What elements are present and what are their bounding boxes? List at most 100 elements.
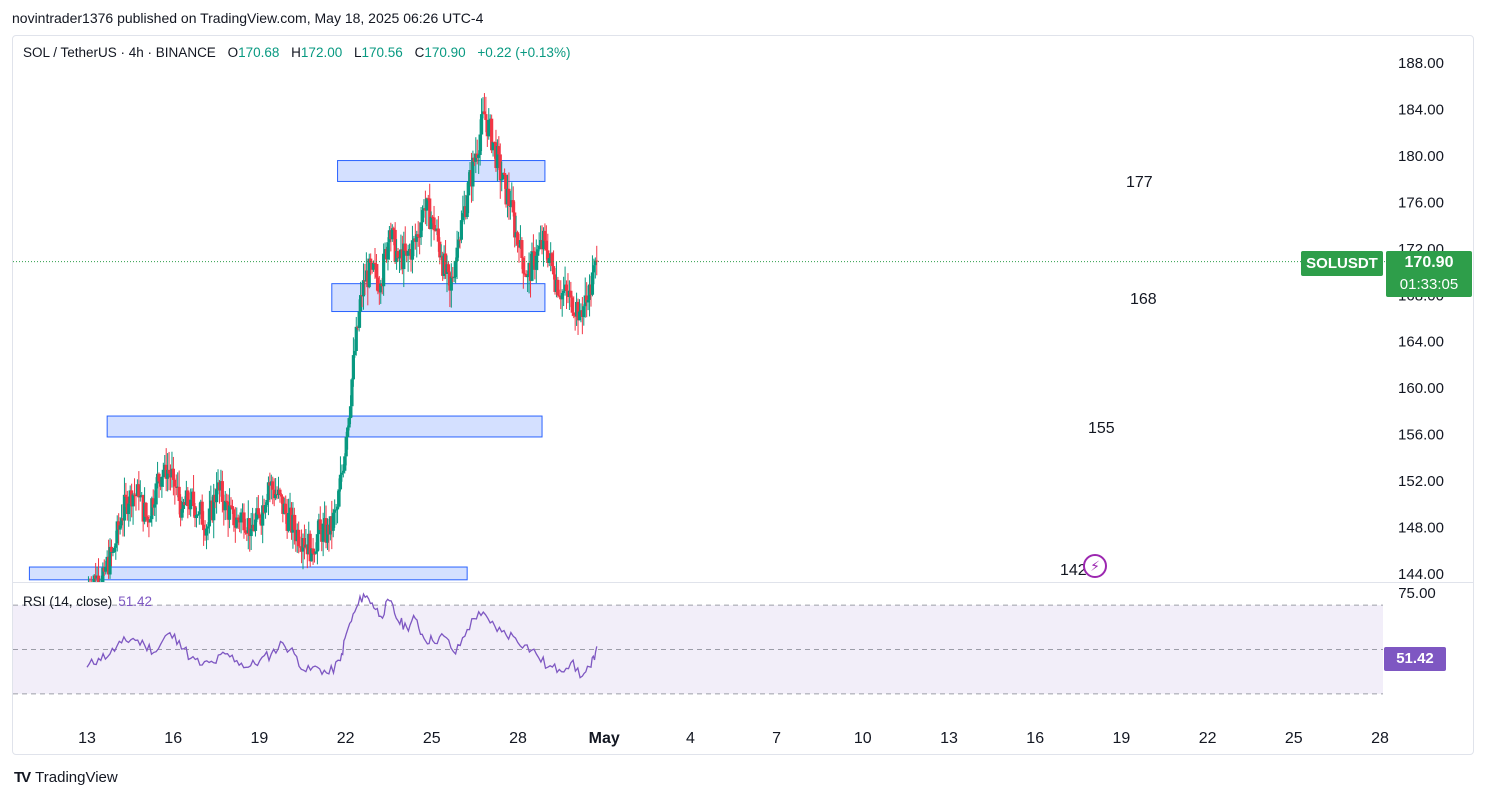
candle-body xyxy=(232,509,236,526)
candle-body xyxy=(416,234,420,237)
candle-body xyxy=(191,491,196,507)
candle-body xyxy=(531,251,535,253)
candle-body xyxy=(479,114,484,135)
x-tick-label: 22 xyxy=(337,730,355,747)
candle-body xyxy=(310,548,314,562)
candle-body xyxy=(346,427,350,437)
candle-body xyxy=(436,228,440,242)
candle-body xyxy=(150,498,154,520)
candle-body xyxy=(455,247,459,262)
candle-body xyxy=(340,472,344,475)
y-tick-label: 176.00 xyxy=(1398,194,1444,211)
candle-body xyxy=(501,173,505,180)
candle-body xyxy=(432,217,436,231)
candle-body xyxy=(560,292,564,300)
open-label: O xyxy=(227,45,239,60)
x-tick-label: 19 xyxy=(1113,730,1131,747)
candle-body xyxy=(92,575,96,582)
y-tick-label: 180.00 xyxy=(1398,148,1444,165)
candle-body xyxy=(230,506,235,510)
zone-label-168: 168 xyxy=(1130,291,1157,308)
candle-body xyxy=(454,261,458,278)
x-tick-label: May xyxy=(589,730,620,747)
symbol-price-tag: SOLUSDT xyxy=(1301,251,1383,276)
candle-body xyxy=(160,476,164,487)
candle-body xyxy=(154,483,158,505)
candle-body xyxy=(433,230,438,232)
candle-body xyxy=(343,456,347,471)
candle-body xyxy=(452,277,456,279)
candle-body xyxy=(428,198,432,230)
candle-body xyxy=(592,265,596,273)
candle-body xyxy=(449,276,453,291)
candle-body xyxy=(595,260,599,262)
candle-body xyxy=(229,505,233,507)
candle-body xyxy=(243,530,247,533)
tradingview-brand[interactable]: TV TradingView xyxy=(14,769,118,786)
candle-body xyxy=(212,494,216,521)
candle-body xyxy=(279,494,283,497)
candle-body xyxy=(109,546,114,553)
candle-body xyxy=(521,257,525,274)
candle-body xyxy=(167,469,171,474)
last-price-value: 170.90 xyxy=(1404,254,1454,271)
candle-body xyxy=(284,503,288,514)
lightning-icon[interactable]: ⚡ xyxy=(1083,554,1107,578)
candle-body xyxy=(220,481,224,502)
candle-body xyxy=(403,243,407,251)
candle-body xyxy=(239,512,243,523)
candle-body xyxy=(148,519,152,523)
candle-body xyxy=(186,490,190,507)
candle-body xyxy=(458,239,462,241)
y-tick-label: 160.00 xyxy=(1398,380,1444,397)
x-tick-label: 25 xyxy=(1285,730,1303,747)
candle-body xyxy=(311,548,315,554)
candle-body xyxy=(543,230,547,241)
candle-body xyxy=(419,222,423,238)
candle-body xyxy=(461,213,465,221)
candle-body xyxy=(490,118,494,151)
candle-body xyxy=(369,258,373,263)
candle-body xyxy=(265,499,269,506)
candle-body xyxy=(438,241,442,258)
candle-body xyxy=(173,479,177,487)
candle-body xyxy=(507,188,511,206)
candle-body xyxy=(200,501,204,525)
candle-body xyxy=(418,236,422,238)
candle-body xyxy=(373,262,377,264)
candle-body xyxy=(161,469,165,477)
candle-body xyxy=(569,290,573,298)
candle-body xyxy=(534,255,538,270)
candle-body xyxy=(131,494,135,507)
candle-body xyxy=(151,498,155,508)
candle-body xyxy=(498,154,502,181)
candle-body xyxy=(361,280,366,297)
x-tick-label: 28 xyxy=(509,730,527,747)
price-legend: SOL / TetherUS · 4h · BINANCE O170.68 H1… xyxy=(23,45,570,60)
candle-body xyxy=(577,311,582,321)
candle-body xyxy=(478,134,482,155)
candle-body xyxy=(119,518,124,526)
close-label: C xyxy=(414,45,425,60)
candle-body xyxy=(297,529,301,547)
candle-body xyxy=(177,486,181,501)
candle-body xyxy=(266,482,271,500)
candle-body xyxy=(245,532,249,534)
candle-body xyxy=(500,179,504,181)
candle-body xyxy=(153,504,157,508)
x-tick-label: 13 xyxy=(940,730,958,747)
candle-body xyxy=(104,566,108,572)
candle-body xyxy=(249,528,253,537)
candle-body xyxy=(197,511,201,515)
candle-body xyxy=(101,567,105,582)
rsi-label[interactable]: RSI (14, close) xyxy=(23,594,113,609)
candle-body xyxy=(526,275,530,278)
candle-body xyxy=(114,543,118,548)
candle-body xyxy=(111,551,115,553)
candle-body xyxy=(572,312,576,316)
candle-body xyxy=(576,301,580,321)
symbol-label[interactable]: SOL / TetherUS · 4h · BINANCE xyxy=(23,45,216,60)
candle-body xyxy=(334,509,338,511)
candle-body xyxy=(390,228,394,240)
